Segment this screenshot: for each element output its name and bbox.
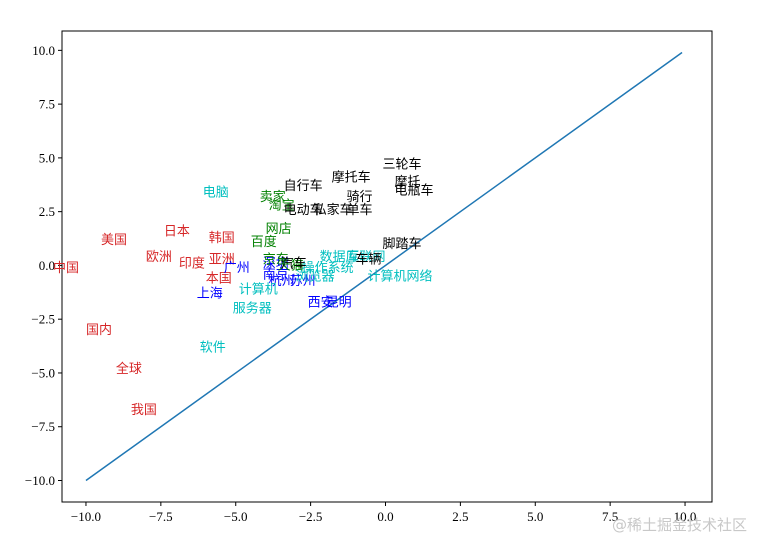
axes-frame	[61, 30, 713, 503]
point-label: 计算机	[239, 282, 278, 297]
point-label: 服务器	[233, 301, 272, 317]
plot-area	[61, 30, 713, 503]
point-label: 网店	[266, 222, 292, 237]
point-label: 骑行	[347, 190, 373, 205]
y-tick-label: 2.5	[39, 204, 55, 219]
point-label: 自行车	[284, 178, 323, 194]
point-label: 数据库	[320, 249, 359, 265]
point-label: 车辆	[356, 251, 382, 267]
point-label: 卖家	[260, 189, 286, 205]
point-label: 天猫	[278, 259, 304, 274]
x-tick-label: −7.5	[149, 509, 173, 524]
point-label: 本国	[206, 272, 232, 287]
point-label: 摩托	[394, 174, 420, 190]
point-label: 京东	[263, 252, 289, 267]
point-label: 西安	[308, 295, 334, 310]
point-label: 淘宝	[269, 199, 295, 214]
x-tick-label: 0.0	[377, 509, 393, 524]
point-label: 软件	[200, 340, 226, 355]
y-tick-label: −7.5	[31, 419, 55, 434]
y-tick-label: −5.0	[31, 365, 55, 380]
point-label: 上海	[197, 287, 223, 302]
point-label: 国内	[86, 322, 112, 338]
point-label: 欧洲	[146, 250, 172, 265]
point-label: 杭州	[269, 274, 295, 289]
point-label: 电动车	[284, 202, 323, 218]
point-label: 计算机网络	[368, 268, 433, 284]
point-label: 单车	[347, 202, 373, 218]
point-label: 南京	[263, 266, 289, 282]
point-label: 全球	[116, 361, 142, 377]
y-tick-label: 5.0	[39, 150, 55, 165]
y-tick-label: 10.0	[32, 43, 55, 58]
point-label: 我国	[131, 403, 157, 418]
x-tick-label: −5.0	[224, 509, 248, 524]
point-label: 互联网	[347, 250, 386, 265]
x-tick-label: −10.0	[71, 509, 101, 524]
point-label: 汽车	[281, 256, 307, 272]
series-line	[85, 51, 683, 482]
point-label: 电脑	[203, 186, 229, 201]
point-label: 百度	[251, 234, 277, 250]
y-tick-label: 7.5	[39, 97, 55, 112]
x-tick-label: 5.0	[527, 509, 543, 524]
y-axis: −10.0 −7.5 −5.0 −2.5 0.0 2.5 5.0 7.5 10.0	[25, 43, 62, 488]
y-tick-label: −2.5	[31, 312, 55, 327]
point-label: 私家车	[314, 202, 353, 218]
point-label: 苏州	[290, 273, 316, 289]
point-label: 浏览器	[296, 268, 335, 284]
y-tick-label: 0.0	[39, 258, 55, 273]
point-label: 摩托车	[332, 170, 371, 186]
point-label: 中国	[53, 261, 79, 276]
point-label: 印度	[179, 256, 205, 272]
y-tick-label: −10.0	[25, 473, 55, 488]
watermark: @稀土掘金技术社区	[612, 516, 747, 534]
point-label: 操作系统	[302, 260, 354, 276]
x-axis: −10.0 −7.5 −5.0 −2.5 0.0 2.5 5.0 7.5 10.0	[71, 502, 697, 524]
point-label: 日本	[164, 224, 190, 239]
point-label: 韩国	[209, 231, 235, 246]
x-tick-label: −2.5	[299, 509, 323, 524]
point-label: 三轮车	[383, 157, 422, 173]
x-tick-label: 2.5	[452, 509, 468, 524]
point-label: 美国	[101, 233, 127, 248]
x-tick-label: 10.0	[674, 509, 697, 524]
point-label: 深圳	[263, 257, 289, 272]
point-label: 昆明	[326, 295, 352, 310]
point-label: 亚洲	[209, 252, 235, 267]
point-label: 电瓶车	[394, 182, 433, 198]
point-label: 脚踏车	[383, 236, 422, 252]
point-label: 广州	[224, 261, 250, 276]
x-tick-label: 7.5	[602, 509, 618, 524]
